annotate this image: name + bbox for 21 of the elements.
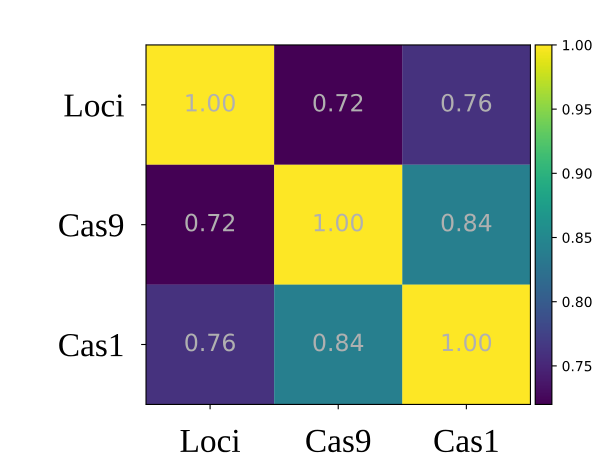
y-tick-label: Cas1 (59, 334, 122, 356)
data-label: 0.72 (185, 214, 234, 232)
data-label: 1.00 (186, 94, 235, 112)
x-tick-label: Cas9 (306, 430, 370, 452)
data-label: 1.00 (442, 333, 492, 352)
color-bar-label: 0.95 (562, 104, 592, 115)
data-label: 1.00 (314, 214, 363, 232)
data-label: 0.76 (185, 333, 235, 352)
color-bar-label: 1.00 (563, 40, 592, 50)
data-label: 0.84 (442, 214, 492, 232)
color-bar-label: 0.90 (562, 168, 592, 179)
color-bar-label: 0.80 (562, 296, 592, 308)
y-tick-label: Cas9 (59, 214, 124, 237)
y-tick-label: Loci (64, 94, 124, 117)
color-bar-label: 0.85 (562, 232, 592, 243)
data-label: 0.76 (442, 94, 492, 112)
x-tick-label: Loci (180, 430, 240, 452)
color-bar-label: 0.75 (562, 360, 592, 372)
data-label: 0.84 (314, 333, 364, 352)
data-label: 0.72 (314, 94, 362, 112)
x-tick-label: Cas1 (434, 430, 498, 452)
